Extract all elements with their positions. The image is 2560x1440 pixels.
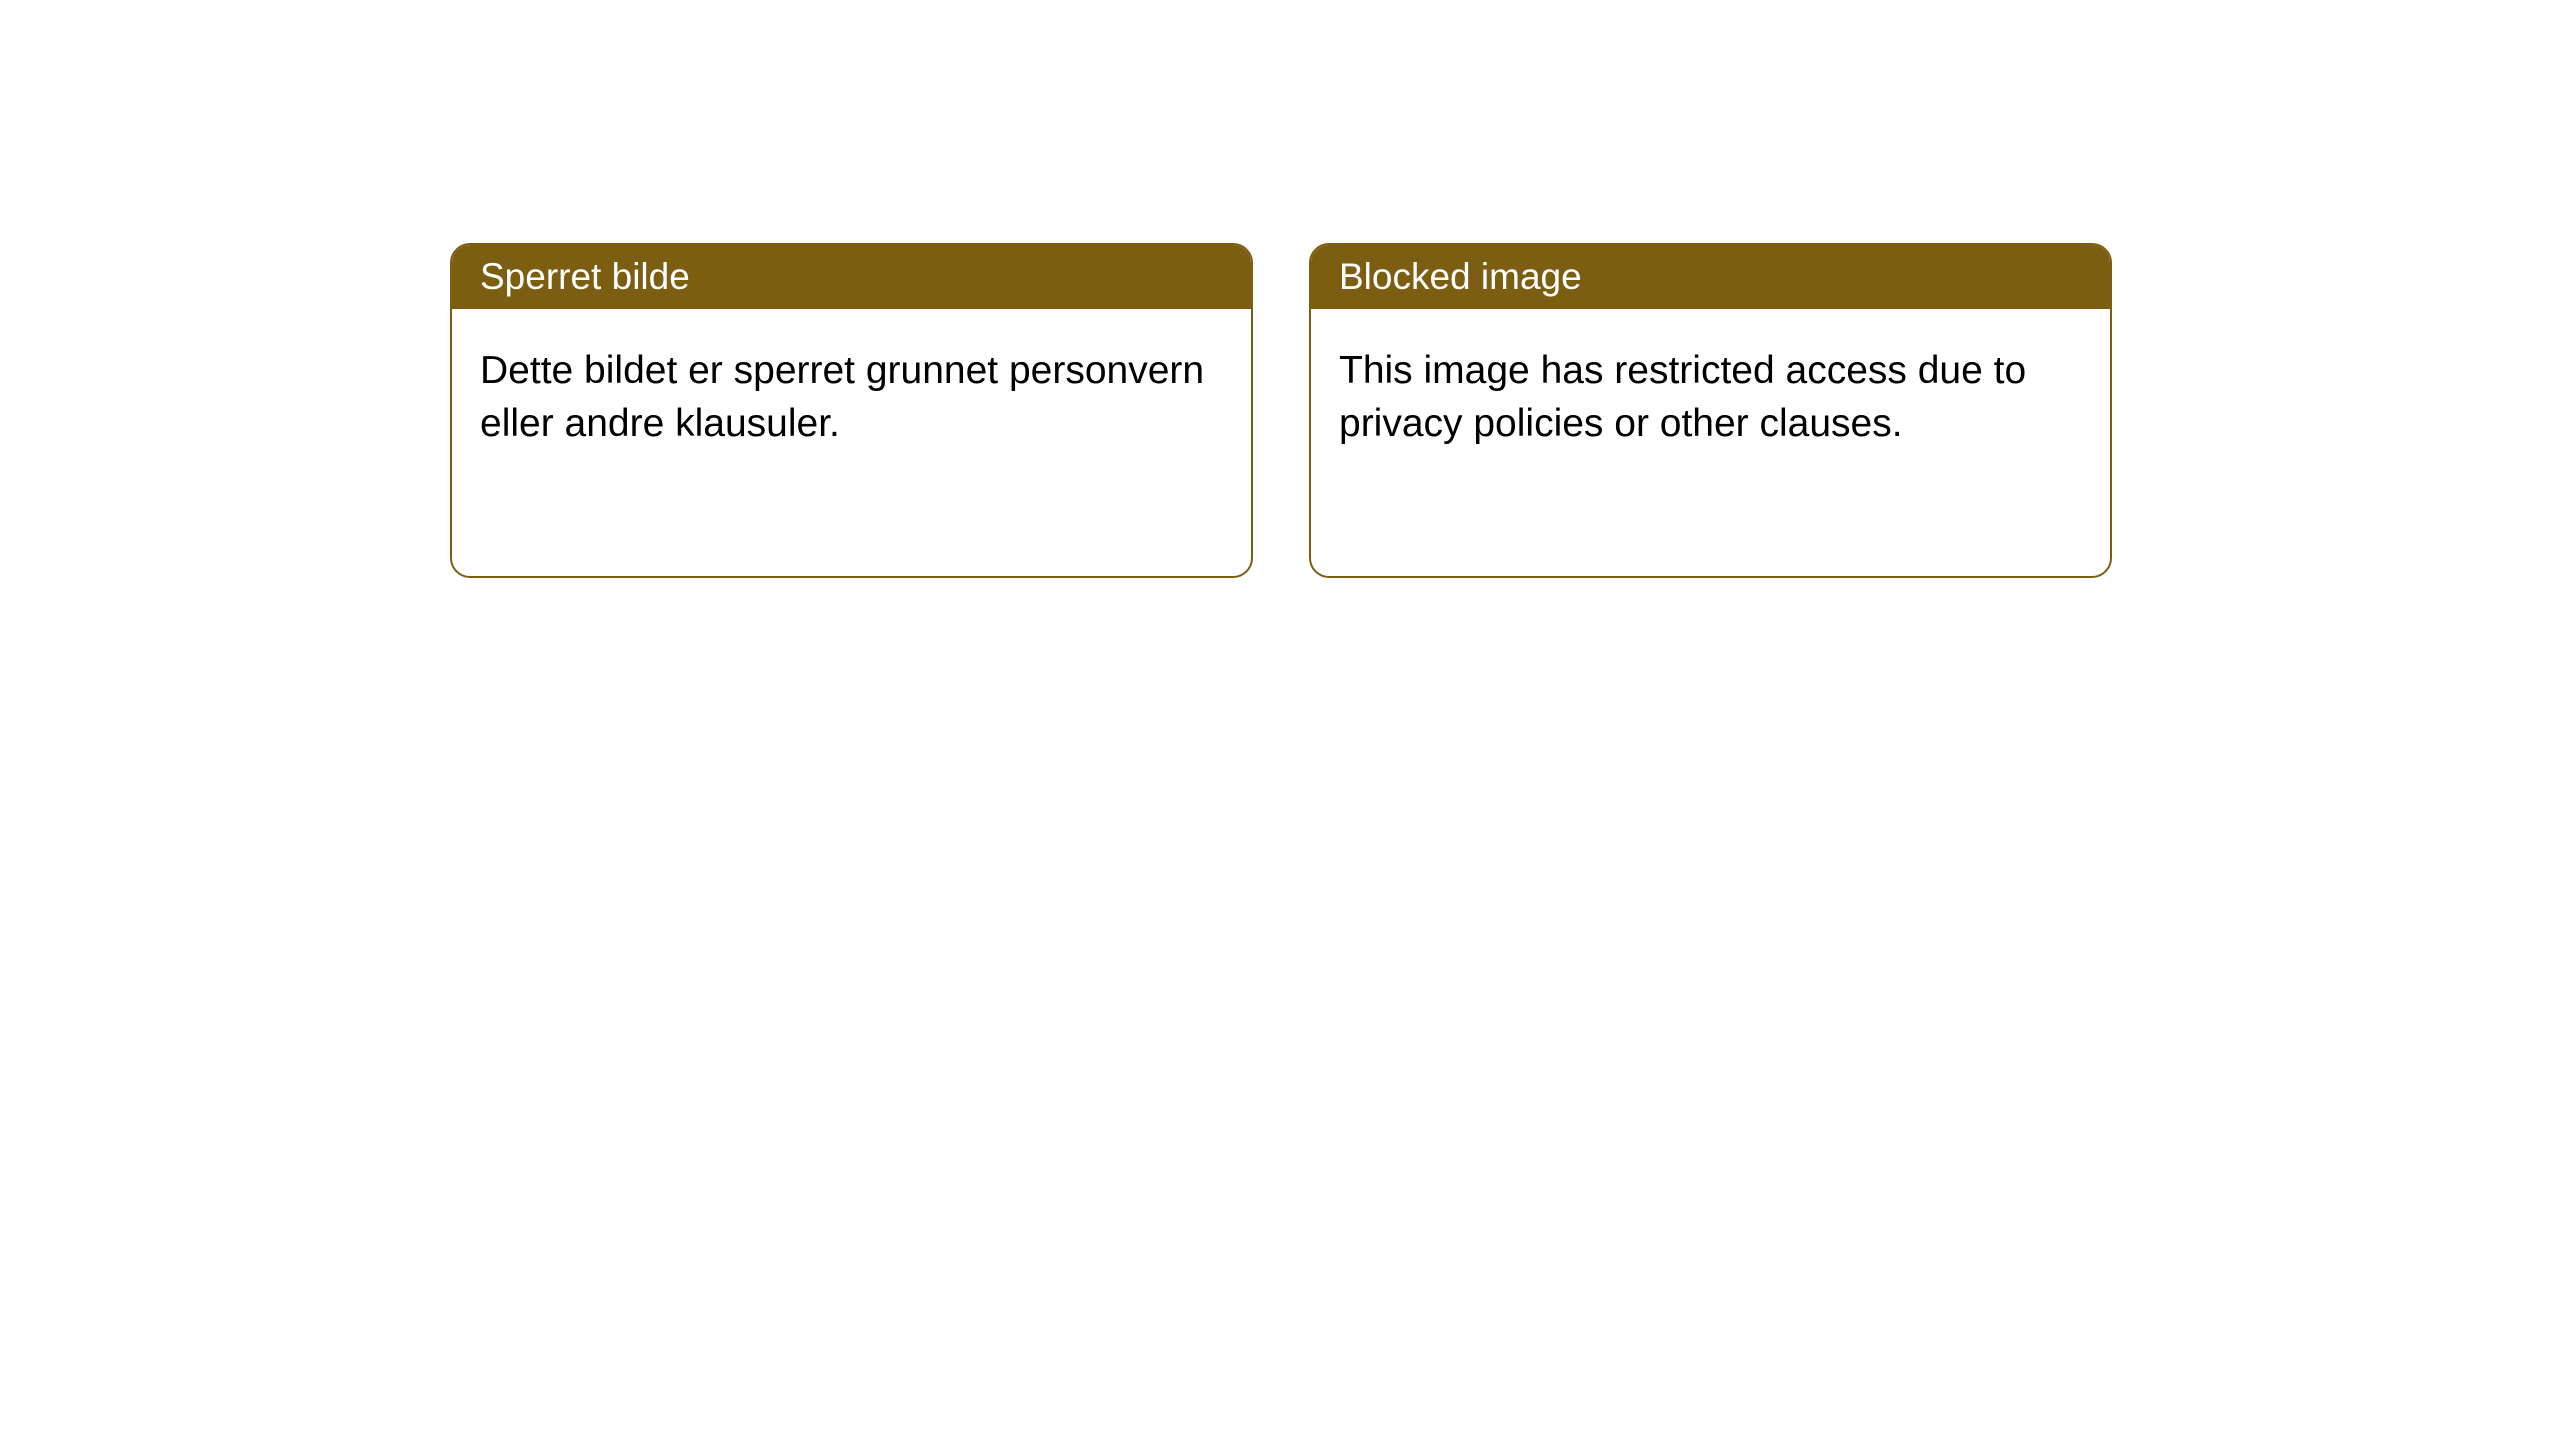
card-header-text: Sperret bilde xyxy=(480,256,690,297)
card-header-text: Blocked image xyxy=(1339,256,1582,297)
card-body: This image has restricted access due to … xyxy=(1311,309,2110,486)
notice-card-english: Blocked image This image has restricted … xyxy=(1309,243,2112,578)
card-body: Dette bildet er sperret grunnet personve… xyxy=(452,309,1251,486)
card-body-text: This image has restricted access due to … xyxy=(1339,349,2026,445)
card-header: Sperret bilde xyxy=(452,245,1251,309)
card-body-text: Dette bildet er sperret grunnet personve… xyxy=(480,349,1204,445)
notice-card-norwegian: Sperret bilde Dette bildet er sperret gr… xyxy=(450,243,1253,578)
card-header: Blocked image xyxy=(1311,245,2110,309)
notice-cards-container: Sperret bilde Dette bildet er sperret gr… xyxy=(0,0,2560,578)
